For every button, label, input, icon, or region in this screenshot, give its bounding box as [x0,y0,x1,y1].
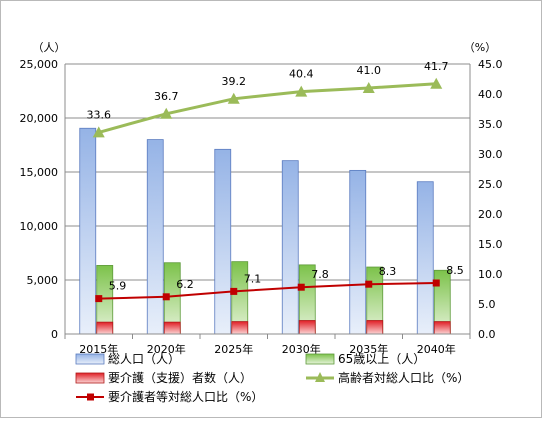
category-label: 2040年 [417,342,456,356]
left-axis-unit: （人） [33,41,66,54]
left-tick-label: 10,000 [20,220,59,233]
point-4-0 [95,295,103,303]
category-label: 2025年 [214,342,253,356]
bar-0-5 [416,181,434,335]
bar-2-3 [298,320,316,335]
legend: 総人口（人） 65歳以上（人） 要介護（支援）者数（人） 高齢者対総人口比（%） 要介護… [75,352,469,404]
legend-swatch-0 [75,353,105,365]
right-tick-label: 20.0 [478,208,503,221]
line-marks [92,77,443,303]
right-tick-label: 35.0 [478,118,503,131]
bar-2-2 [231,321,249,335]
series-line-3 [98,82,437,134]
bar-2-5 [433,321,451,335]
point-3-5 [430,77,443,89]
data-label-4-5: 8.5 [446,264,464,277]
legend-label-1: 65歳以上（人） [338,352,425,366]
legend-label-3: 高齢者対総人口比（%） [338,370,469,385]
point-3-4 [362,82,375,93]
right-tick-label: 25.0 [478,178,503,191]
point-3-3 [295,85,308,97]
left-tick-label: 5,000 [27,274,59,287]
point-4-4 [365,280,373,288]
data-label-3-5: 41.7 [424,60,449,73]
right-tick-label: 30.0 [478,148,503,161]
legend-swatch-1 [305,353,335,365]
data-label-4-1: 6.2 [176,278,194,291]
data-label-3-2: 39.2 [222,75,247,88]
left-tick-label: 15,000 [20,166,59,179]
category-label: 2030年 [282,342,321,356]
point-3-0 [92,126,105,138]
left-tick-label: 20,000 [20,112,59,125]
legend-marker-3 [315,372,325,382]
right-tick-label: 45.0 [478,58,503,71]
data-label-3-1: 36.7 [154,90,179,103]
gridlines [65,63,470,281]
point-3-2 [227,92,240,104]
point-3-1 [160,107,173,119]
bar-0-4 [349,169,367,335]
right-tick-label: 5.0 [478,298,496,311]
left-tick-label: 25,000 [20,58,59,71]
legend-swatch-2 [75,372,105,384]
axes: 0 5,000 10,000 15,000 20,000 25,000 0.0 5.0 10.0… [20,41,503,356]
data-label-4-2: 7.1 [244,272,262,285]
legend-label-4: 要介護者等対総人口比（%） [108,389,263,404]
bar-0-1 [146,139,164,335]
right-tick-label: 0.0 [478,328,496,341]
data-label-4-0: 5.9 [109,280,127,293]
point-4-1 [162,293,170,301]
point-4-3 [297,283,305,291]
bar-marks [79,127,451,335]
left-tick-label: 0 [51,328,58,341]
right-axis-unit: （%） [464,41,496,54]
legend-label-2: 要介護（支援）者数（人） [108,370,252,385]
series-line-4 [98,282,437,300]
point-4-5 [432,279,440,287]
legend-marker-4 [87,393,94,401]
data-label-3-3: 40.4 [289,68,314,81]
bar-0-2 [214,148,232,335]
right-tick-label: 10.0 [478,268,503,281]
data-label-3-4: 41.0 [357,64,382,77]
category-label: 2015年 [79,342,118,356]
data-label-4-3: 7.8 [311,268,329,281]
legend-label-0: 総人口（人） [108,352,180,366]
point-4-2 [230,287,238,295]
right-tick-label: 40.0 [478,88,503,101]
category-label: 2035年 [349,342,388,356]
bar-2-1 [163,321,181,335]
bar-2-4 [366,320,384,335]
data-label-4-4: 8.3 [379,265,397,278]
data-label-3-0: 33.6 [87,108,112,121]
bar-0-0 [79,127,97,335]
bar-2-0 [96,321,114,335]
bar-0-3 [281,160,299,335]
right-tick-label: 15.0 [478,238,503,251]
category-label: 2020年 [147,342,186,356]
data-labels: 33.6 36.7 39.2 40.4 41.0 41.7 5.9 6.2 7.1 7.8 8.3 8… [87,60,464,293]
